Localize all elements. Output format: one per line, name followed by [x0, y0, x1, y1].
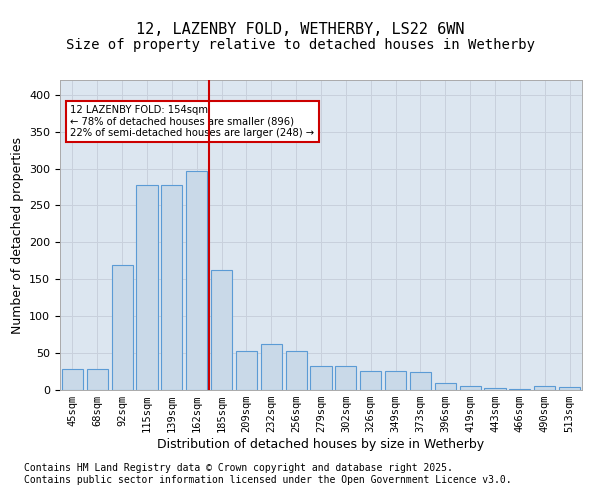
Bar	[211, 270, 232, 390]
Bar	[509, 388, 530, 390]
Bar	[460, 386, 481, 390]
Bar	[62, 370, 83, 390]
Text: 12, LAZENBY FOLD, WETHERBY, LS22 6WN: 12, LAZENBY FOLD, WETHERBY, LS22 6WN	[136, 22, 464, 38]
Bar	[310, 366, 332, 390]
Bar	[161, 185, 182, 390]
Bar	[87, 370, 108, 390]
Text: Contains HM Land Registry data © Crown copyright and database right 2025.
Contai: Contains HM Land Registry data © Crown c…	[24, 464, 512, 485]
Bar	[261, 344, 282, 390]
Bar	[236, 351, 257, 390]
X-axis label: Distribution of detached houses by size in Wetherby: Distribution of detached houses by size …	[157, 438, 485, 451]
Bar	[136, 185, 158, 390]
Y-axis label: Number of detached properties: Number of detached properties	[11, 136, 23, 334]
Bar	[435, 384, 456, 390]
Text: 12 LAZENBY FOLD: 154sqm
← 78% of detached houses are smaller (896)
22% of semi-d: 12 LAZENBY FOLD: 154sqm ← 78% of detache…	[70, 105, 314, 138]
Bar	[286, 351, 307, 390]
Bar	[335, 366, 356, 390]
Text: Size of property relative to detached houses in Wetherby: Size of property relative to detached ho…	[65, 38, 535, 52]
Bar	[484, 388, 506, 390]
Bar	[360, 371, 381, 390]
Bar	[112, 264, 133, 390]
Bar	[186, 171, 207, 390]
Bar	[534, 386, 555, 390]
Bar	[385, 371, 406, 390]
Bar	[410, 372, 431, 390]
Bar	[559, 387, 580, 390]
